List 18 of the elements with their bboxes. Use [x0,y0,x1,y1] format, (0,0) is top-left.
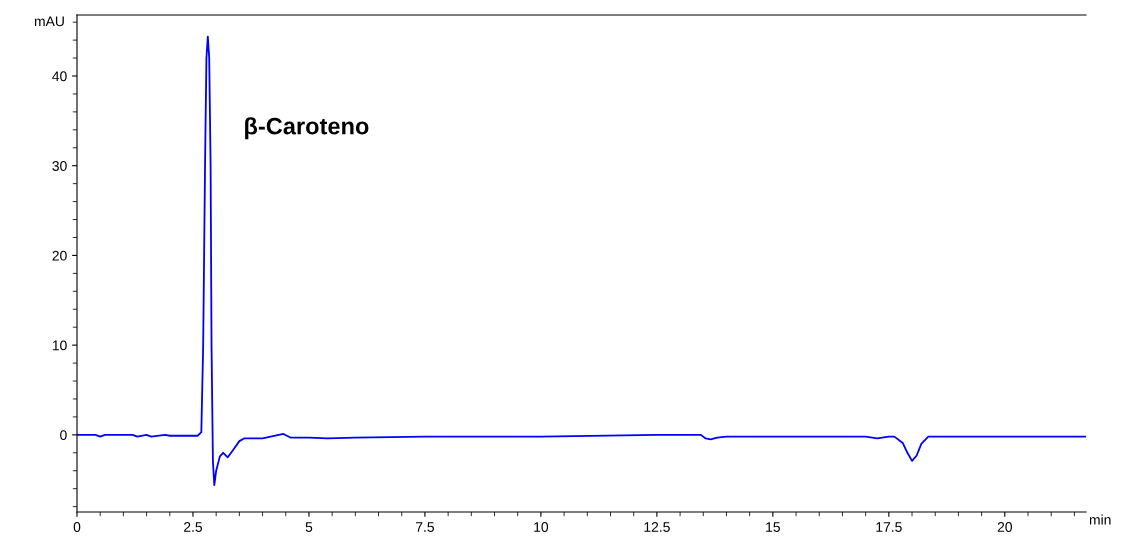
x-tick-label: 15 [766,522,780,532]
x-tick-label: 20 [997,522,1012,532]
x-tick-label: 12.5 [644,522,670,532]
annotation: β-Caroteno [245,117,369,140]
y-tick-label: 40 [52,71,67,82]
x-tick-label: 5 [305,522,313,532]
y-tick-label: 30 [52,161,67,171]
y-tick-label: 10 [52,340,67,351]
y-axis-title: mAU [34,16,64,27]
line-series [77,35,1086,486]
y-tick-label: 20 [52,250,67,261]
x-tick-label: 2.5 [184,522,203,532]
x-tick-label: 10 [534,522,549,532]
x-axis-title: min [1089,514,1111,525]
x-tick-label: 0 [73,522,81,532]
x-tick-label: 17.5 [876,522,902,532]
x-tick-label: 7.5 [415,522,434,532]
y-tick-label: 0 [60,430,67,441]
